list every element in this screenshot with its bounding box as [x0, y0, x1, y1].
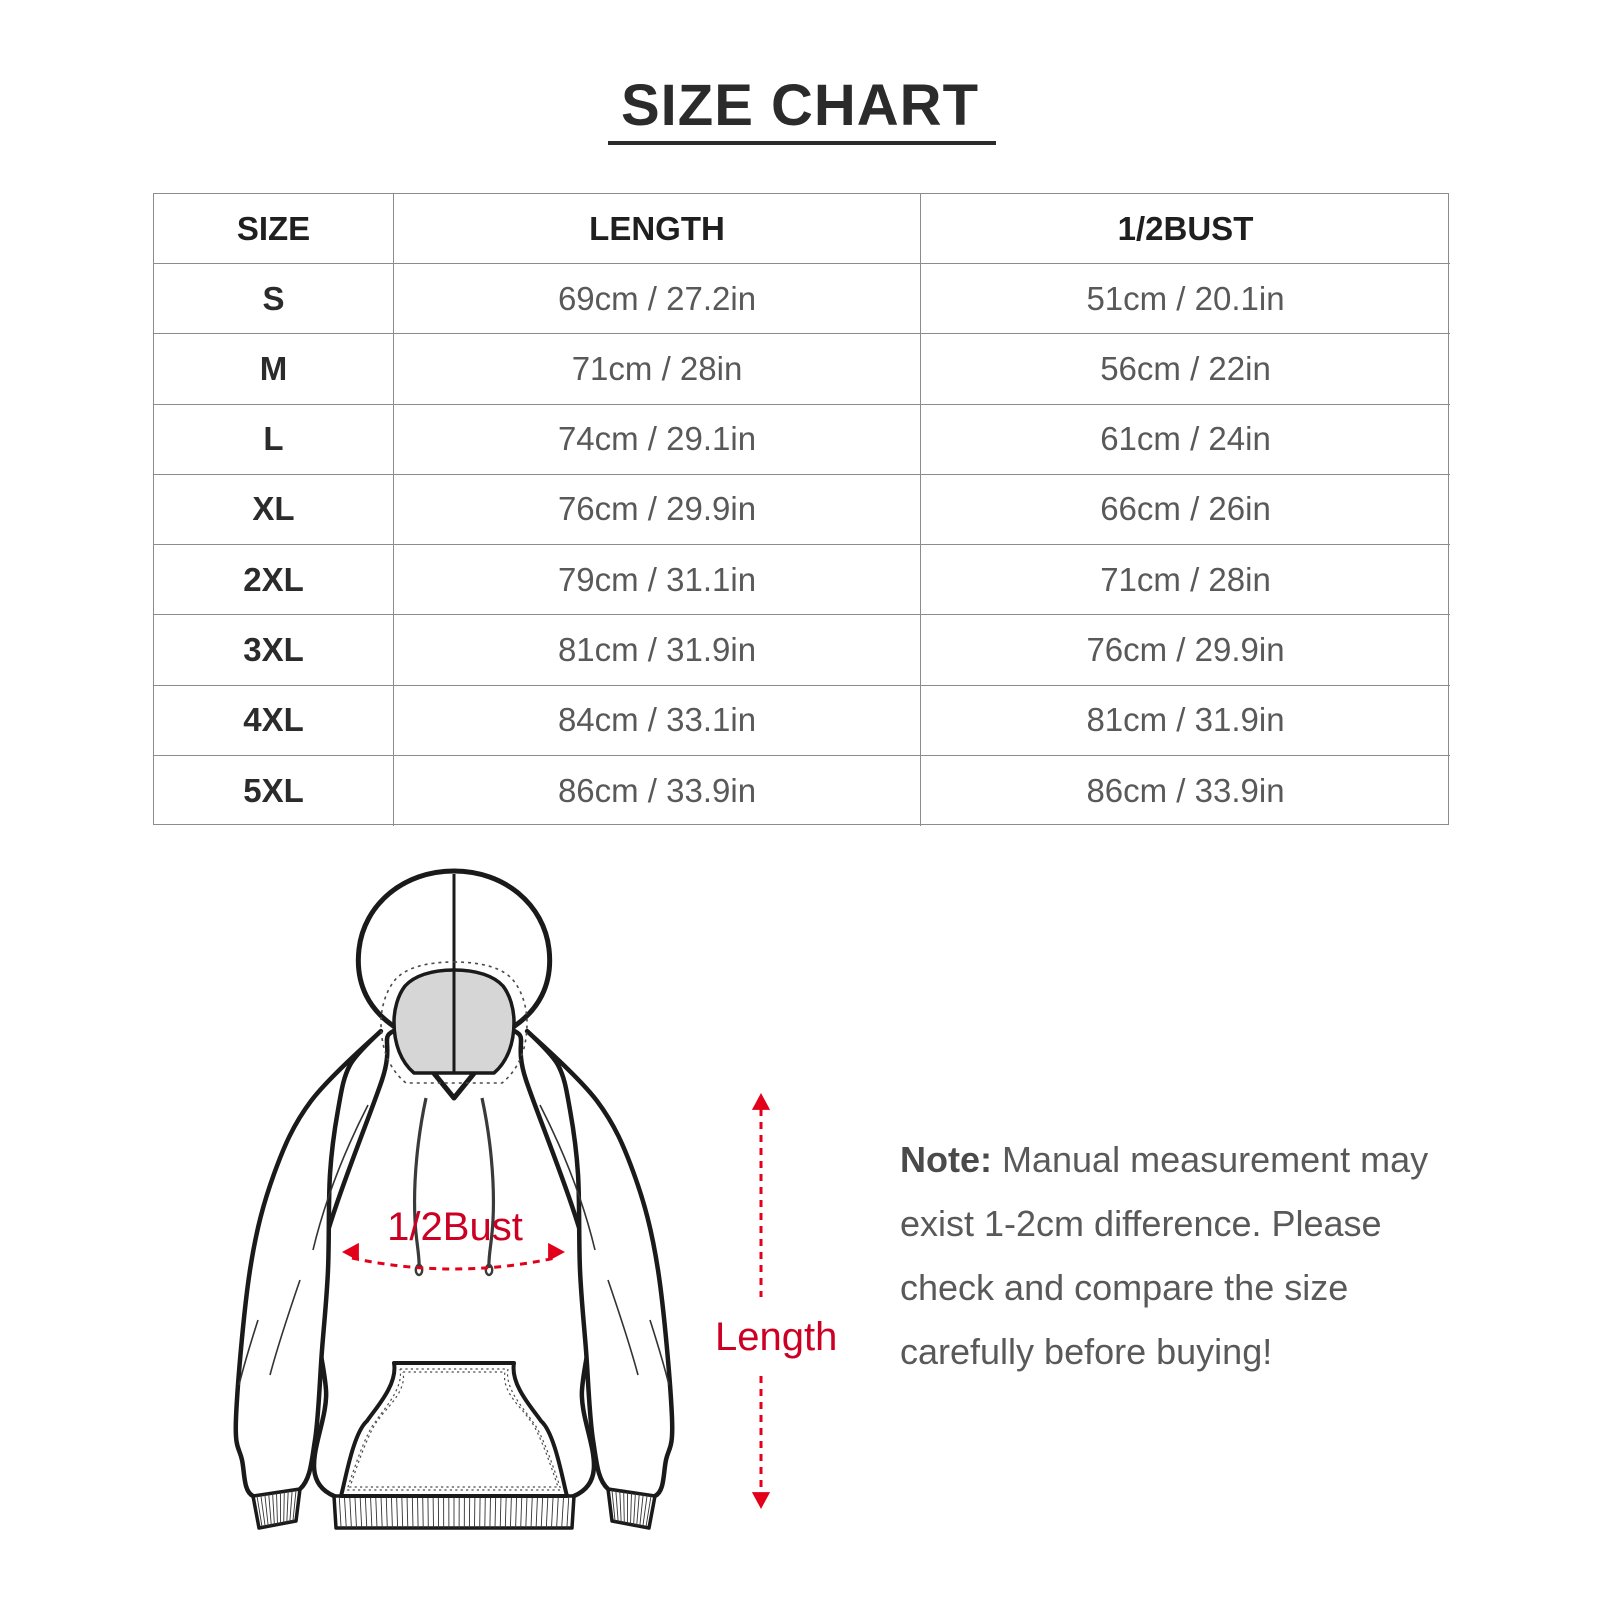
svg-text:1/2Bust: 1/2Bust	[387, 1205, 523, 1249]
svg-text:Length: Length	[715, 1315, 837, 1359]
